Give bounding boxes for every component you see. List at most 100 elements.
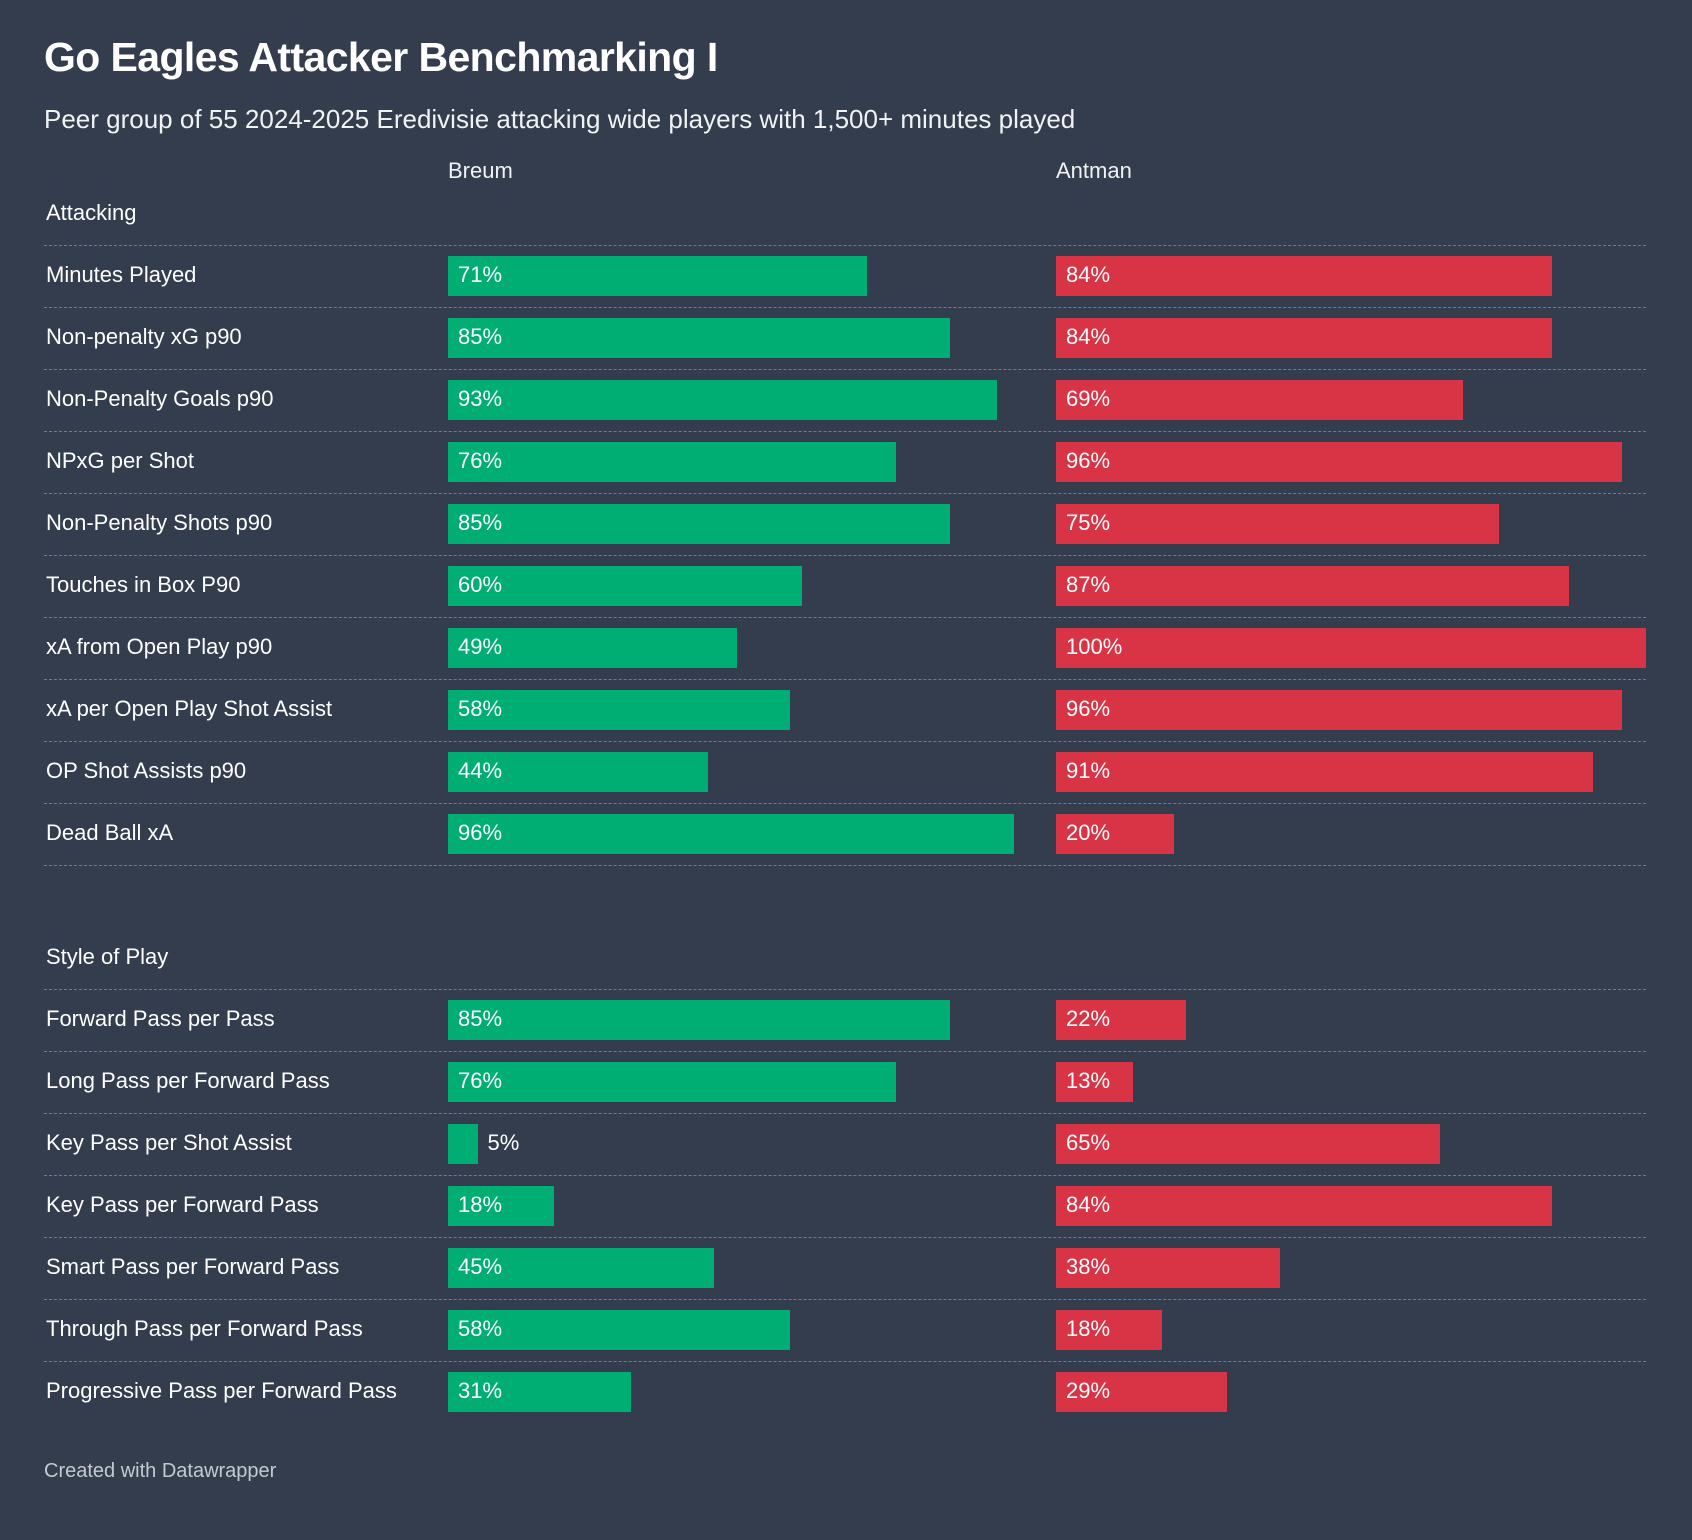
value-label-breum: 60% <box>458 572 503 597</box>
chart-subtitle: Peer group of 55 2024-2025 Eredivisie at… <box>44 104 1076 134</box>
metric-label: Key Pass per Shot Assist <box>46 1130 292 1155</box>
metric-label: Key Pass per Forward Pass <box>46 1192 319 1217</box>
metric-label: Progressive Pass per Forward Pass <box>46 1378 397 1403</box>
row-divider <box>44 369 1646 370</box>
metric-label: Non-Penalty Shots p90 <box>46 510 273 535</box>
bar-antman <box>1056 318 1552 358</box>
bar-antman <box>1056 752 1593 792</box>
value-label-breum: 85% <box>458 510 503 535</box>
bar-breum <box>448 814 1015 854</box>
bar-antman <box>1056 628 1646 668</box>
column-header-breum: Breum <box>448 158 513 183</box>
row-divider <box>44 1051 1646 1052</box>
row-divider <box>44 1299 1646 1300</box>
bar-antman <box>1056 1000 1186 1040</box>
value-label-antman: 75% <box>1066 510 1111 535</box>
row-divider <box>44 555 1646 556</box>
value-label-antman: 65% <box>1066 1130 1111 1155</box>
section-label-style-of-play: Style of Play <box>46 944 169 969</box>
value-label-breum: 18% <box>458 1192 503 1217</box>
value-label-breum: 85% <box>458 324 503 349</box>
metric-label: xA per Open Play Shot Assist <box>46 696 333 721</box>
row-divider <box>44 803 1646 804</box>
value-label-antman: 38% <box>1066 1254 1111 1279</box>
metric-label: Dead Ball xA <box>46 820 174 845</box>
value-label-breum: 58% <box>458 696 503 721</box>
row-divider <box>44 679 1646 680</box>
bar-antman <box>1056 380 1464 420</box>
metric-label: Through Pass per Forward Pass <box>46 1316 363 1341</box>
value-label-antman: 84% <box>1066 324 1111 349</box>
value-label-antman: 96% <box>1066 696 1111 721</box>
row-divider <box>44 865 1646 866</box>
bar-antman <box>1056 256 1552 296</box>
bar-antman <box>1056 1248 1281 1288</box>
value-label-breum: 44% <box>458 758 503 783</box>
value-label-breum: 5% <box>487 1130 520 1155</box>
value-label-antman: 100% <box>1066 634 1123 659</box>
metric-label: Non-penalty xG p90 <box>46 324 242 349</box>
metric-label: xA from Open Play p90 <box>46 634 273 659</box>
bar-antman <box>1056 814 1174 854</box>
value-label-breum: 76% <box>458 1068 503 1093</box>
value-label-antman: 84% <box>1066 1192 1111 1217</box>
row-divider <box>44 989 1646 990</box>
metric-label: Long Pass per Forward Pass <box>46 1068 330 1093</box>
row-divider <box>44 617 1646 618</box>
value-label-antman: 29% <box>1066 1378 1111 1403</box>
value-label-breum: 85% <box>458 1006 503 1031</box>
bar-breum <box>448 566 802 606</box>
metric-label: NPxG per Shot <box>46 448 194 473</box>
metric-label: OP Shot Assists p90 <box>46 758 247 783</box>
bar-breum <box>448 628 738 668</box>
value-label-antman: 87% <box>1066 572 1111 597</box>
bar-antman <box>1056 690 1623 730</box>
bar-breum <box>448 1124 478 1164</box>
value-label-antman: 13% <box>1066 1068 1111 1093</box>
bar-antman <box>1056 1186 1552 1226</box>
value-label-breum: 45% <box>458 1254 503 1279</box>
bar-breum <box>448 504 950 544</box>
row-divider <box>44 1237 1646 1238</box>
bar-antman <box>1056 566 1570 606</box>
value-label-antman: 91% <box>1066 758 1111 783</box>
bar-antman <box>1056 1124 1440 1164</box>
value-label-breum: 76% <box>458 448 503 473</box>
value-label-breum: 31% <box>458 1378 503 1403</box>
row-divider <box>44 1113 1646 1114</box>
metric-label: Non-Penalty Goals p90 <box>46 386 274 411</box>
value-label-breum: 49% <box>458 634 503 659</box>
row-divider <box>44 493 1646 494</box>
row-divider <box>44 1175 1646 1176</box>
bar-breum <box>448 1000 950 1040</box>
bar-breum <box>448 380 997 420</box>
row-divider <box>44 1361 1646 1362</box>
value-label-breum: 93% <box>458 386 503 411</box>
metric-label: Smart Pass per Forward Pass <box>46 1254 340 1279</box>
bar-breum <box>448 318 950 358</box>
footer-credit: Created with Datawrapper <box>44 1460 277 1482</box>
bar-antman <box>1056 442 1623 482</box>
metric-label: Minutes Played <box>46 262 197 287</box>
row-divider <box>44 307 1646 308</box>
bar-antman <box>1056 1062 1133 1102</box>
metric-label: Touches in Box P90 <box>46 572 241 597</box>
bar-breum <box>448 690 791 730</box>
value-label-antman: 22% <box>1066 1006 1111 1031</box>
row-divider <box>44 431 1646 432</box>
column-header-antman: Antman <box>1056 158 1132 183</box>
bar-breum <box>448 1248 714 1288</box>
value-label-antman: 96% <box>1066 448 1111 473</box>
row-divider <box>44 245 1646 246</box>
bar-breum <box>448 256 867 296</box>
value-label-antman: 18% <box>1066 1316 1111 1341</box>
bar-antman <box>1056 1310 1163 1350</box>
section-label-attacking: Attacking <box>46 200 137 225</box>
metric-label: Forward Pass per Pass <box>46 1006 275 1031</box>
bar-breum <box>448 442 897 482</box>
value-label-breum: 96% <box>458 820 503 845</box>
bar-breum <box>448 1372 631 1412</box>
bar-antman <box>1056 504 1499 544</box>
value-label-breum: 58% <box>458 1316 503 1341</box>
